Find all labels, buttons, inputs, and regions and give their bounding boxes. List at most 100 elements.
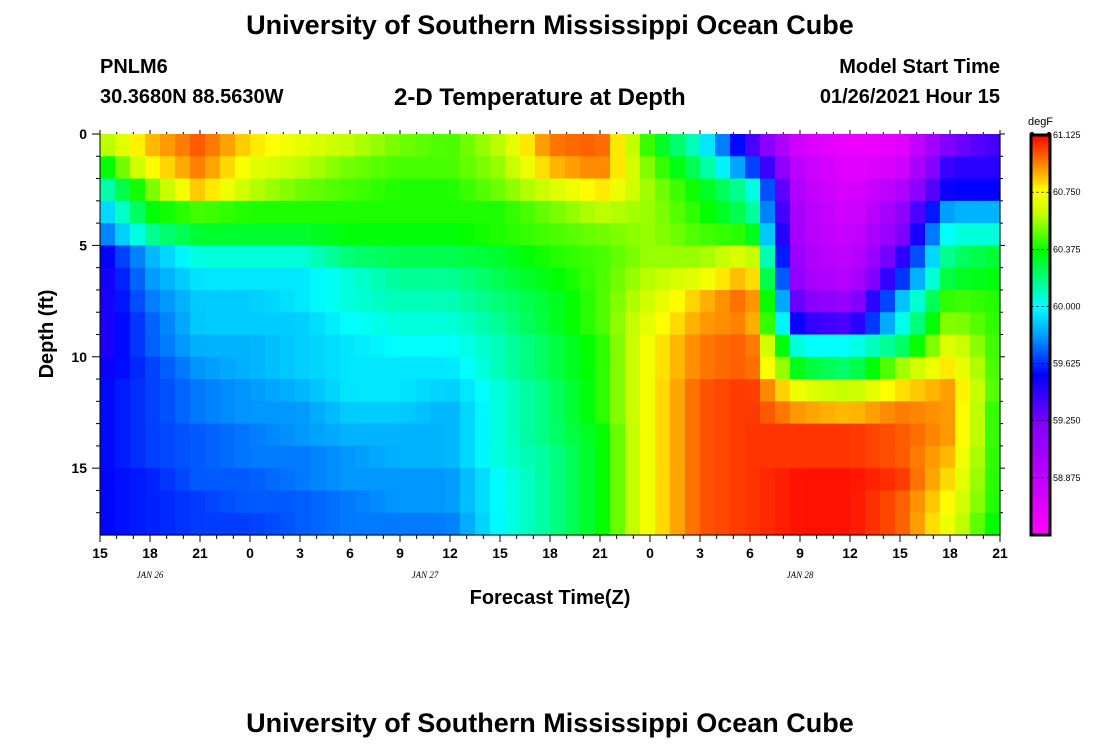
- heatmap-cell: [190, 134, 206, 157]
- heatmap-cell: [880, 134, 896, 157]
- heatmap-cell: [100, 334, 116, 358]
- heatmap-cell: [535, 423, 551, 447]
- heatmap-cells: [100, 134, 1001, 536]
- heatmap-cell: [130, 445, 146, 469]
- heatmap-cell: [580, 512, 596, 536]
- heatmap-cell: [250, 445, 266, 469]
- heatmap-cell: [910, 401, 926, 425]
- heatmap-cell: [505, 356, 521, 380]
- heatmap-cell: [685, 156, 701, 180]
- heatmap-cell: [760, 245, 776, 269]
- heatmap-cell: [340, 289, 356, 313]
- heatmap-cell: [250, 156, 266, 180]
- heatmap-cell: [730, 267, 746, 291]
- heatmap-cell: [610, 289, 626, 313]
- heatmap-cell: [565, 223, 581, 246]
- heatmap-cell: [775, 423, 791, 447]
- heatmap-cell: [385, 134, 401, 157]
- heatmap-cell: [175, 289, 191, 313]
- heatmap-cell: [280, 245, 296, 269]
- heatmap-cell: [745, 401, 761, 425]
- heatmap-cell: [280, 312, 296, 336]
- heatmap-cell: [295, 134, 311, 157]
- heatmap-cell: [685, 334, 701, 358]
- heatmap-cell: [145, 468, 161, 492]
- heatmap-cell: [295, 267, 311, 291]
- heatmap-cell: [880, 289, 896, 313]
- heatmap-cell: [430, 490, 446, 514]
- heatmap-cell: [265, 223, 281, 246]
- heatmap-cell: [745, 245, 761, 269]
- colorbar-label: 60.375: [1053, 244, 1081, 254]
- heatmap-cell: [415, 156, 431, 180]
- heatmap-cell: [475, 490, 491, 514]
- heatmap-cell: [145, 512, 161, 536]
- heatmap-cell: [820, 334, 836, 358]
- x-tick-label: 6: [346, 545, 354, 561]
- heatmap-cell: [895, 289, 911, 313]
- heatmap-cell: [550, 334, 566, 358]
- heatmap-cell: [835, 134, 851, 157]
- heatmap-cell: [145, 267, 161, 291]
- heatmap-cell: [205, 512, 221, 536]
- heatmap-cell: [580, 312, 596, 336]
- heatmap-cell: [655, 379, 671, 402]
- heatmap-cell: [235, 468, 251, 492]
- heatmap-cell: [190, 223, 206, 246]
- heatmap-cell: [220, 134, 236, 157]
- heatmap-cell: [265, 156, 281, 180]
- heatmap-cell: [235, 312, 251, 336]
- heatmap-cell: [535, 334, 551, 358]
- heatmap-cell: [430, 178, 446, 202]
- heatmap-cell: [805, 512, 821, 536]
- heatmap-cell: [520, 379, 536, 402]
- heatmap-cell: [550, 312, 566, 336]
- heatmap-cell: [190, 512, 206, 536]
- heatmap-cell: [475, 134, 491, 157]
- heatmap-cell: [595, 468, 611, 492]
- heatmap-cell: [565, 356, 581, 380]
- heatmap-cell: [190, 289, 206, 313]
- heatmap-cell: [370, 134, 386, 157]
- heatmap-cell: [145, 401, 161, 425]
- heatmap-cell: [550, 401, 566, 425]
- heatmap-cell: [940, 423, 956, 447]
- heatmap-cell: [685, 356, 701, 380]
- heatmap-cell: [580, 223, 596, 246]
- heatmap-cell: [445, 134, 461, 157]
- heatmap-cell: [175, 445, 191, 469]
- heatmap-cell: [430, 512, 446, 536]
- heatmap-cell: [790, 356, 806, 380]
- heatmap-cell: [265, 334, 281, 358]
- heatmap-cell: [385, 245, 401, 269]
- heatmap-cell: [115, 423, 131, 447]
- heatmap-cell: [790, 312, 806, 336]
- heatmap-cell: [700, 245, 716, 269]
- heatmap-cell: [550, 178, 566, 202]
- heatmap-cell: [475, 512, 491, 536]
- heatmap-cell: [295, 223, 311, 246]
- heatmap-cell: [730, 245, 746, 269]
- heatmap-cell: [385, 490, 401, 514]
- heatmap-cell: [490, 156, 506, 180]
- heatmap-cell: [745, 156, 761, 180]
- heatmap-cell: [730, 334, 746, 358]
- heatmap-cell: [775, 490, 791, 514]
- heatmap-cell: [595, 134, 611, 157]
- heatmap-cell: [835, 512, 851, 536]
- heatmap-cell: [730, 490, 746, 514]
- y-tick-label: 10: [71, 349, 87, 365]
- heatmap-cell: [910, 200, 926, 224]
- heatmap-cell: [895, 445, 911, 469]
- heatmap-cell: [625, 289, 641, 313]
- heatmap-cell: [400, 490, 416, 514]
- heatmap-cell: [640, 200, 656, 224]
- heatmap-cell: [880, 334, 896, 358]
- heatmap-cell: [760, 423, 776, 447]
- heatmap-cell: [925, 468, 941, 492]
- x-tick-label: 6: [746, 545, 754, 561]
- heatmap-cell: [670, 356, 686, 380]
- heatmap-cell: [250, 379, 266, 402]
- heatmap-cell: [415, 200, 431, 224]
- date-label: JAN 28: [787, 570, 814, 580]
